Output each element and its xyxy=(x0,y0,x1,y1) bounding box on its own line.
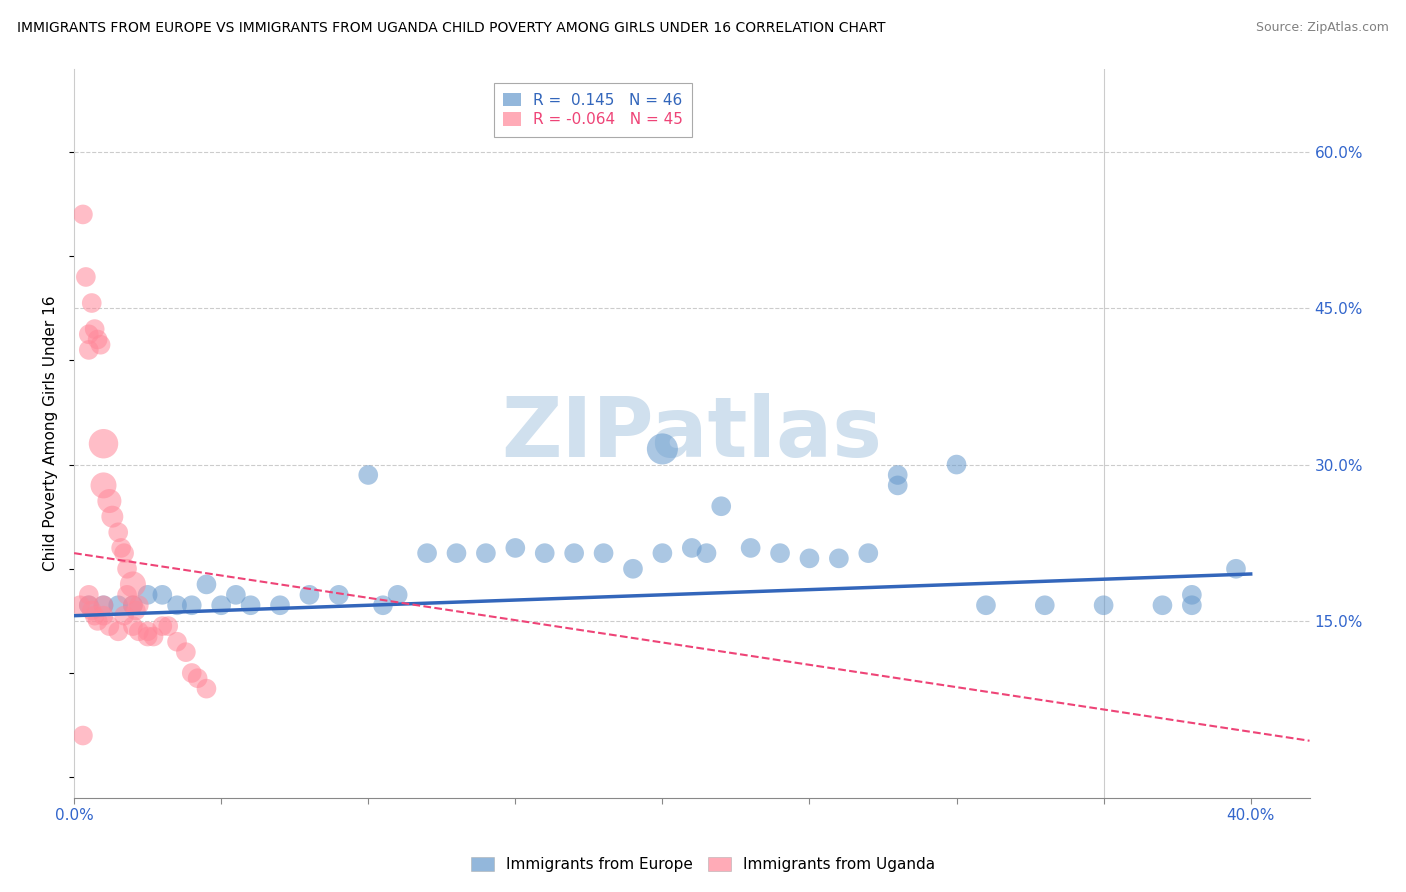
Point xyxy=(886,467,908,482)
Point xyxy=(142,630,165,644)
Point xyxy=(80,603,103,617)
Point xyxy=(77,588,100,602)
Point xyxy=(77,343,100,357)
Point xyxy=(150,588,173,602)
Text: Source: ZipAtlas.com: Source: ZipAtlas.com xyxy=(1256,21,1389,34)
Point xyxy=(1181,599,1204,613)
Point xyxy=(828,551,851,566)
Point xyxy=(387,588,409,602)
Point xyxy=(357,467,380,482)
Point xyxy=(446,546,468,560)
Point xyxy=(86,614,108,628)
Point xyxy=(107,624,129,639)
Point xyxy=(128,599,150,613)
Point xyxy=(475,546,498,560)
Point xyxy=(681,541,703,555)
Point xyxy=(136,630,159,644)
Point xyxy=(769,546,792,560)
Point xyxy=(72,207,94,221)
Point xyxy=(533,546,555,560)
Point xyxy=(621,562,644,576)
Point xyxy=(505,541,527,555)
Point xyxy=(180,665,202,680)
Point xyxy=(1181,588,1204,602)
Legend: Immigrants from Europe, Immigrants from Uganda: Immigrants from Europe, Immigrants from … xyxy=(463,849,943,880)
Y-axis label: Child Poverty Among Girls Under 16: Child Poverty Among Girls Under 16 xyxy=(44,295,58,571)
Point xyxy=(101,509,124,524)
Point xyxy=(122,577,145,591)
Point xyxy=(115,562,138,576)
Point xyxy=(128,624,150,639)
Point xyxy=(371,599,394,613)
Point xyxy=(122,599,145,613)
Point xyxy=(93,599,115,613)
Point xyxy=(562,546,585,560)
Point xyxy=(945,458,967,472)
Point xyxy=(150,619,173,633)
Point xyxy=(93,599,115,613)
Point xyxy=(112,608,135,623)
Point xyxy=(1225,562,1247,576)
Point xyxy=(72,729,94,743)
Point xyxy=(112,546,135,560)
Point xyxy=(107,525,129,540)
Point xyxy=(107,599,129,613)
Point xyxy=(122,619,145,633)
Point xyxy=(77,327,100,342)
Point xyxy=(195,577,218,591)
Point xyxy=(187,671,209,685)
Point xyxy=(209,599,232,613)
Point xyxy=(710,500,733,514)
Point xyxy=(239,599,262,613)
Point xyxy=(122,599,145,613)
Point xyxy=(93,478,115,492)
Point xyxy=(115,588,138,602)
Point xyxy=(80,296,103,310)
Point xyxy=(174,645,197,659)
Point xyxy=(1092,599,1115,613)
Point xyxy=(858,546,880,560)
Point xyxy=(98,619,121,633)
Point xyxy=(77,599,100,613)
Point xyxy=(98,494,121,508)
Point xyxy=(86,333,108,347)
Point xyxy=(90,337,112,351)
Point xyxy=(1152,599,1174,613)
Point xyxy=(110,541,132,555)
Point xyxy=(69,599,91,613)
Point xyxy=(298,588,321,602)
Legend: R =  0.145   N = 46, R = -0.064   N = 45: R = 0.145 N = 46, R = -0.064 N = 45 xyxy=(494,84,692,136)
Text: ZIPatlas: ZIPatlas xyxy=(502,392,883,474)
Point xyxy=(269,599,291,613)
Point xyxy=(77,599,100,613)
Point xyxy=(83,608,105,623)
Point xyxy=(166,634,188,648)
Point xyxy=(1033,599,1056,613)
Point xyxy=(886,478,908,492)
Point xyxy=(83,322,105,336)
Point xyxy=(180,599,202,613)
Point xyxy=(136,588,159,602)
Text: IMMIGRANTS FROM EUROPE VS IMMIGRANTS FROM UGANDA CHILD POVERTY AMONG GIRLS UNDER: IMMIGRANTS FROM EUROPE VS IMMIGRANTS FRO… xyxy=(17,21,886,35)
Point xyxy=(328,588,350,602)
Point xyxy=(592,546,614,560)
Point xyxy=(93,436,115,450)
Point xyxy=(740,541,762,555)
Point xyxy=(695,546,717,560)
Point xyxy=(136,624,159,639)
Point xyxy=(799,551,821,566)
Point xyxy=(125,603,148,617)
Point xyxy=(416,546,439,560)
Point xyxy=(225,588,247,602)
Point xyxy=(651,546,673,560)
Point xyxy=(157,619,180,633)
Point xyxy=(93,608,115,623)
Point xyxy=(166,599,188,613)
Point xyxy=(195,681,218,696)
Point xyxy=(75,269,97,284)
Point xyxy=(651,442,673,456)
Point xyxy=(974,599,997,613)
